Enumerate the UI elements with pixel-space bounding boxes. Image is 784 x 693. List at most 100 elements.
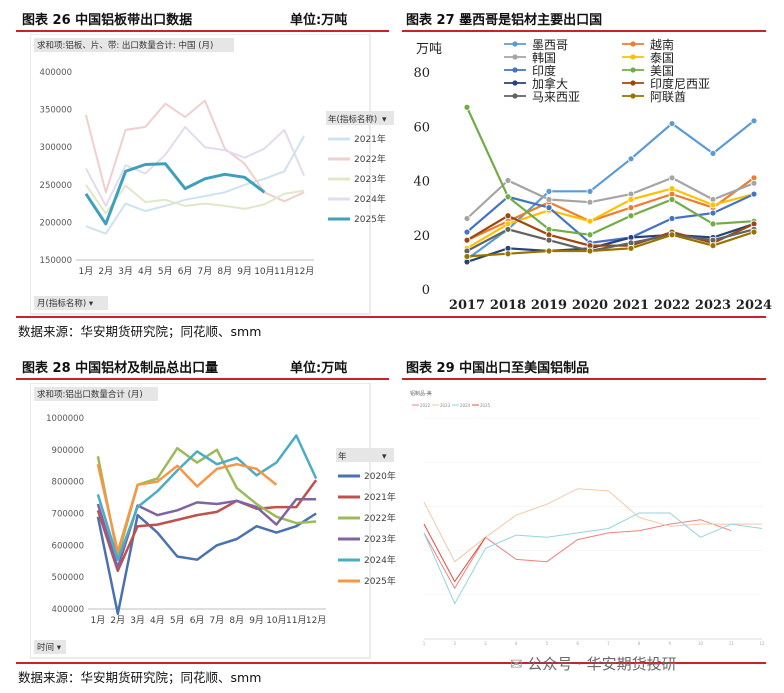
y-tick-label: 200000	[40, 218, 72, 228]
x-tick-label: 6月	[178, 266, 193, 277]
data-point-韩国	[504, 177, 512, 184]
x-tick-label: 2024	[736, 298, 772, 313]
pivot-field-label: 求和项:铝出口数量合计 (月)	[37, 389, 143, 400]
fig26-line-chart: 求和项:铝板、片、带: 出口数量合计: 中国 (月) 150000 200000 25…	[30, 34, 394, 315]
legend-label: 泰国	[650, 51, 674, 65]
x-field-filter-button[interactable]	[34, 640, 66, 654]
y-tick-label: 500000	[52, 573, 84, 583]
series-line-泰国	[466, 187, 755, 250]
series-line-印度尼西亚	[466, 214, 755, 247]
x-tick-label: 2	[453, 641, 456, 646]
data-point-韩国	[586, 198, 594, 206]
legend-filter-button[interactable]	[336, 448, 394, 462]
fig28-title: 图表 28 中国铝材及制品总出口量	[22, 361, 219, 376]
x-tick-label: 10月	[254, 266, 274, 277]
data-point-印度	[463, 228, 471, 236]
data-point-阿联酋	[627, 244, 635, 252]
source-bottom: 数据来源：华安期货研究院；同花顺、smm	[18, 670, 262, 685]
data-point-阿联酋	[504, 250, 512, 258]
chart-frame	[30, 34, 371, 315]
y-tick-label: 900000	[52, 446, 84, 456]
y-tick-label: 0	[422, 283, 430, 298]
top-bottom-rule	[16, 316, 766, 318]
legend-label: 韩国	[532, 50, 556, 65]
pivot-field-button[interactable]	[34, 387, 158, 401]
y-tick-label: 700000	[52, 510, 84, 520]
source-top: 数据来源：华安期货研究院；同花顺、smm	[18, 324, 262, 339]
x-tick-label: 4月	[138, 266, 153, 277]
x-tick-label: 6	[576, 641, 579, 646]
data-point-韩国	[750, 179, 758, 187]
x-tick-label: 9月	[249, 615, 264, 626]
x-tick-label: 12	[759, 641, 765, 646]
series-line-2021年	[96, 479, 318, 573]
data-point-墨西哥	[750, 117, 758, 125]
data-point-墨西哥	[668, 120, 676, 127]
data-point-印度	[668, 215, 676, 222]
y-tick-label: 40	[413, 175, 430, 190]
x-tick-label: 7	[607, 641, 610, 646]
pivot-field-button[interactable]	[34, 38, 234, 52]
data-point-美国	[627, 212, 635, 220]
legend-label: 美国	[650, 64, 674, 78]
x-tick-label: 2023	[695, 298, 731, 313]
data-point-阿联酋	[709, 242, 717, 250]
legend-label: 2025年	[364, 575, 396, 587]
legend-label: 2025	[480, 403, 491, 408]
watermark-text: 公众号 · 华安期货投研	[527, 655, 677, 673]
series-line-2022年	[84, 99, 305, 203]
data-point-美国	[668, 196, 676, 203]
fig27-title: 图表 27 墨西哥是铝材主要出口国	[406, 13, 603, 28]
legend-label: 印度	[532, 63, 556, 78]
x-tick-label: 2月	[110, 615, 125, 626]
legend-marker-印度尼西亚	[630, 80, 636, 86]
data-point-韩国	[668, 174, 676, 182]
x-tick-label: 8月	[229, 615, 244, 626]
data-point-马来西亚	[545, 236, 553, 244]
legend-label: 加拿大	[532, 76, 568, 91]
series-line-2025	[423, 523, 486, 583]
x-tick-label: 1月	[79, 266, 94, 277]
x-tick-label: 3月	[130, 615, 145, 626]
x-tick-label: 12月	[294, 266, 314, 277]
data-point-印度	[545, 204, 553, 212]
legend-label: 2021年	[364, 491, 396, 503]
legend-marker-印度	[512, 67, 518, 73]
data-point-泰国	[668, 185, 676, 193]
x-tick-label: 11	[729, 641, 735, 646]
legend-label: 2022年	[354, 153, 386, 165]
fig28-unit: 单位:万吨	[290, 361, 348, 376]
legend-filter-button[interactable]	[326, 111, 394, 125]
series-line-2024年	[96, 434, 318, 561]
y-tick-label: 400000	[40, 68, 72, 78]
legend-label: 2020年	[364, 470, 396, 482]
legend-label: 2024年	[364, 554, 396, 566]
x-field-filter-button[interactable]	[34, 296, 108, 310]
series-line-2024	[423, 512, 763, 605]
series-line-墨西哥	[466, 119, 755, 261]
x-tick-label: 2月	[98, 266, 113, 277]
y-tick-label: 20	[413, 229, 430, 244]
x-tick-label: 2019	[531, 298, 567, 313]
x-tick-label: 4	[515, 641, 518, 646]
x-tick-label: 11月	[274, 266, 294, 277]
x-tick-label: 2020	[572, 298, 608, 313]
y-tick-label: 300000	[40, 143, 72, 153]
data-point-阿联酋	[586, 247, 594, 255]
data-point-印度	[750, 190, 758, 198]
series-line-2023	[423, 488, 762, 563]
fig29-title: 图表 29 中国出口至美国铝制品	[406, 361, 590, 376]
data-point-印度尼西亚	[463, 236, 471, 244]
fig29-title-rule	[402, 378, 766, 380]
y-axis-title: 万吨	[416, 42, 442, 57]
data-point-阿联酋	[463, 253, 471, 260]
bottom-rule	[16, 662, 766, 664]
legend-label: 2024	[460, 403, 471, 408]
fig26-title: 图表 26 中国铝板带出口数据	[22, 13, 193, 28]
data-point-阿联酋	[750, 228, 758, 236]
data-point-印度	[709, 209, 717, 217]
fig26-unit: 单位:万吨	[290, 13, 348, 28]
data-point-美国	[504, 193, 512, 201]
series-line-2024年	[85, 125, 306, 207]
legend-label: 2023年	[364, 533, 396, 545]
